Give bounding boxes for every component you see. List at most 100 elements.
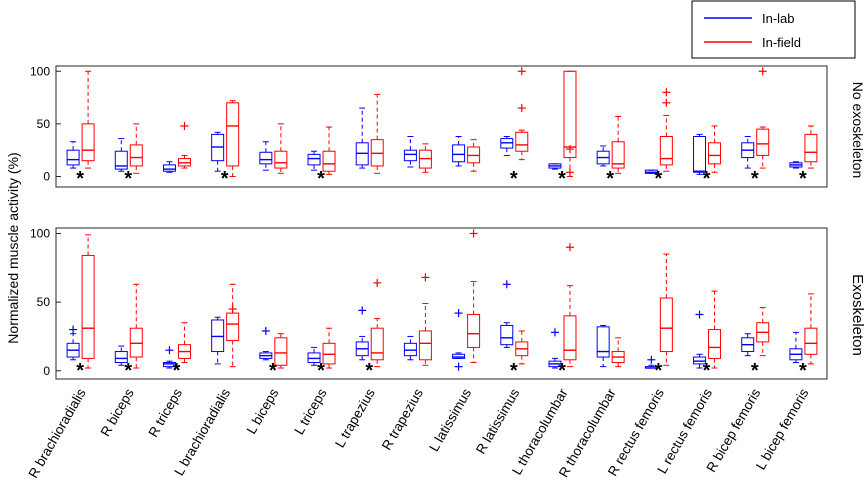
box-in-field-3 bbox=[226, 283, 240, 368]
panel-title-no-exo: No exoskeleton bbox=[850, 82, 865, 179]
box-in-lab-1 bbox=[114, 138, 128, 172]
significance-star: * bbox=[703, 168, 711, 190]
panel-exoskeleton: 0 50 100 * * * * * * * * * * * * bbox=[30, 226, 828, 382]
box-in-field-7 bbox=[418, 303, 432, 366]
box-in-field-4 bbox=[274, 333, 288, 369]
box-in-field-10 bbox=[563, 243, 577, 368]
significance-star: * bbox=[510, 168, 518, 190]
box-in-lab-7 bbox=[403, 135, 417, 168]
box-iqr bbox=[418, 330, 432, 361]
box-iqr bbox=[563, 315, 577, 361]
significance-star: * bbox=[510, 360, 518, 382]
box-iqr bbox=[307, 153, 321, 166]
category-label: L bicep femoris bbox=[753, 386, 812, 473]
box-in-lab-12 bbox=[644, 364, 658, 369]
legend-label-in-lab: In-lab bbox=[762, 11, 795, 26]
box-in-lab-12 bbox=[644, 169, 658, 174]
box-in-lab-4 bbox=[259, 351, 273, 361]
box-in-lab-6 bbox=[355, 335, 369, 361]
significance-star: * bbox=[365, 360, 373, 382]
y-tick-label: 50 bbox=[37, 117, 51, 131]
significance-star: * bbox=[221, 168, 229, 190]
category-label: L triceps bbox=[291, 386, 329, 437]
y-tick-label: 100 bbox=[30, 226, 50, 240]
significance-star: * bbox=[558, 360, 566, 382]
box-iqr bbox=[274, 337, 288, 366]
significance-star: * bbox=[124, 168, 132, 190]
box-in-lab-5 bbox=[307, 150, 321, 171]
significance-star: * bbox=[751, 360, 759, 382]
box-in-lab-3 bbox=[211, 131, 225, 172]
box-in-lab-10 bbox=[548, 163, 562, 170]
significance-star: * bbox=[317, 168, 325, 190]
box-in-field-8 bbox=[467, 229, 481, 364]
box-in-lab-9 bbox=[500, 322, 514, 348]
box-in-field-0 bbox=[81, 234, 95, 369]
box-in-lab-6 bbox=[355, 107, 369, 169]
box-in-lab-14 bbox=[741, 333, 755, 357]
box-in-field-7 bbox=[418, 143, 432, 173]
significance-star: * bbox=[799, 360, 807, 382]
box-iqr bbox=[66, 149, 80, 166]
significance-star: * bbox=[173, 360, 181, 382]
box-iqr bbox=[226, 102, 240, 167]
box-iqr bbox=[804, 327, 818, 355]
significance-star: * bbox=[76, 168, 84, 190]
significance-star: * bbox=[317, 360, 325, 382]
significance-star: * bbox=[558, 168, 566, 190]
significance-star: * bbox=[799, 168, 807, 190]
box-in-field-1 bbox=[129, 283, 143, 369]
box-in-lab-3 bbox=[211, 316, 225, 365]
box-iqr bbox=[370, 327, 384, 361]
box-iqr bbox=[467, 313, 481, 348]
box-iqr bbox=[659, 135, 673, 166]
box-iqr bbox=[693, 135, 707, 173]
box-iqr bbox=[611, 141, 625, 169]
box-iqr bbox=[500, 324, 514, 346]
box-in-lab-2 bbox=[162, 161, 176, 173]
box-iqr bbox=[563, 70, 577, 159]
significance-star: * bbox=[269, 360, 277, 382]
box-in-lab-9 bbox=[500, 135, 514, 156]
category-label: R triceps bbox=[145, 386, 185, 440]
box-in-lab-11 bbox=[596, 145, 610, 167]
category-label: R latissimus bbox=[473, 386, 522, 457]
box-in-lab-0 bbox=[66, 333, 80, 361]
box-iqr bbox=[129, 144, 143, 167]
box-in-field-11 bbox=[611, 337, 625, 368]
box-in-field-4 bbox=[274, 123, 288, 174]
y-tick-label: 0 bbox=[43, 364, 50, 378]
significance-star: * bbox=[606, 168, 614, 190]
box-in-field-2 bbox=[177, 121, 191, 169]
box-iqr bbox=[708, 142, 722, 165]
box-iqr bbox=[452, 144, 466, 163]
box-in-field-5 bbox=[322, 126, 336, 175]
box-in-field-12 bbox=[659, 253, 673, 366]
box-in-field-2 bbox=[177, 322, 191, 364]
panel-no-exoskeleton: 0 50 100 * * * * * * * * * * * bbox=[30, 64, 828, 190]
significance-star: * bbox=[76, 360, 84, 382]
box-iqr bbox=[226, 312, 240, 342]
legend-frame bbox=[691, 0, 856, 59]
box-iqr bbox=[114, 150, 128, 170]
box-in-field-15 bbox=[804, 125, 818, 169]
box-iqr bbox=[403, 149, 417, 162]
box-iqr bbox=[659, 297, 673, 353]
y-axis-label: Normalized muscle activity (%) bbox=[5, 152, 21, 343]
significance-star: * bbox=[703, 360, 711, 382]
box-iqr bbox=[708, 329, 722, 359]
y-tick-label: 0 bbox=[43, 169, 50, 183]
box-iqr bbox=[756, 128, 770, 156]
box-in-lab-5 bbox=[307, 346, 321, 366]
category-label: L trapezius bbox=[332, 386, 378, 450]
significance-star: * bbox=[751, 168, 759, 190]
box-in-field-14 bbox=[756, 67, 770, 169]
box-in-field-9 bbox=[515, 67, 529, 161]
box-iqr bbox=[259, 151, 273, 165]
box-in-field-14 bbox=[756, 307, 770, 357]
box-iqr bbox=[804, 133, 818, 163]
significance-star: * bbox=[654, 168, 662, 190]
y-tick-label: 50 bbox=[37, 295, 51, 309]
